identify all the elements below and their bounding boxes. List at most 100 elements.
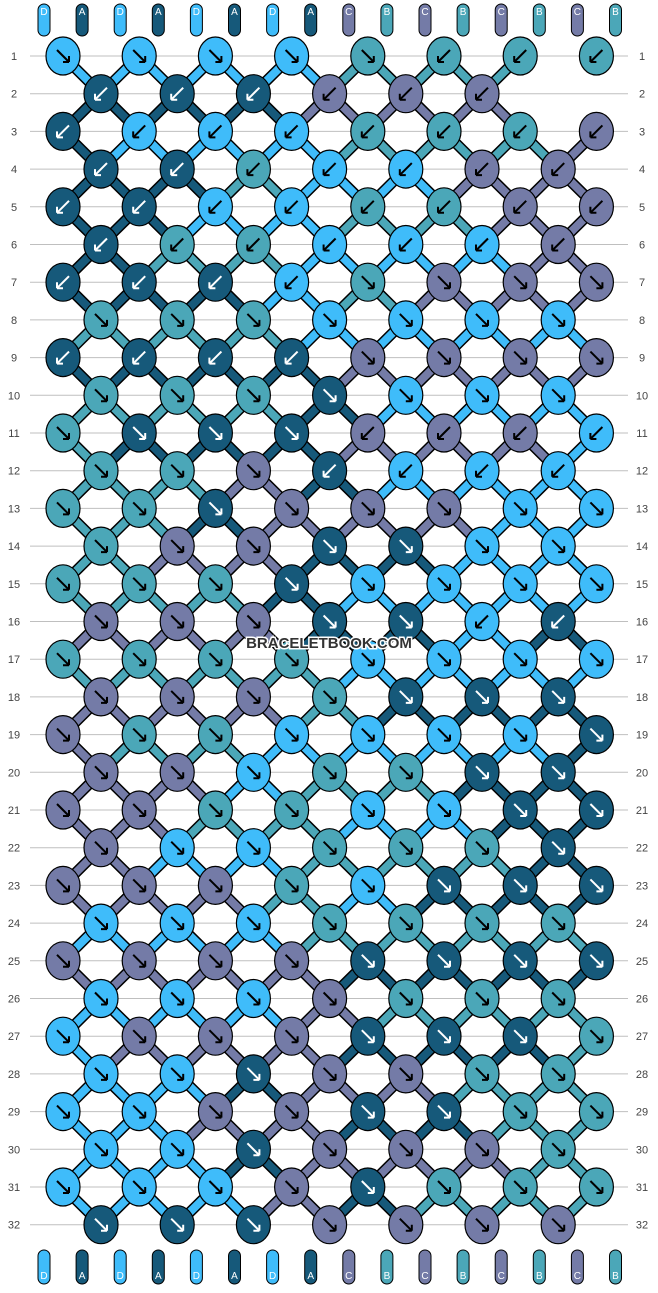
arrow-line [361, 1029, 375, 1043]
arrow-head [405, 395, 413, 403]
row-number-right: 4 [639, 164, 645, 176]
arrow-line [94, 916, 108, 930]
knot [464, 74, 500, 114]
strand-stub [75, 1249, 89, 1285]
arrow-head [360, 433, 368, 440]
knot [274, 413, 310, 453]
arrow-head [475, 93, 482, 101]
arrow-head [253, 923, 261, 931]
arrow-head [558, 847, 566, 855]
arrow-line [589, 501, 604, 516]
knot [540, 978, 576, 1019]
arrow-line [208, 577, 223, 591]
arrow-head [139, 56, 147, 63]
arrow-line [56, 426, 70, 440]
arrow-line [513, 501, 527, 516]
knot [274, 941, 310, 981]
knot [388, 601, 424, 642]
knot [578, 941, 615, 981]
arrow-head [253, 1073, 261, 1081]
row-number-left: 1 [11, 51, 17, 63]
arrow-head [322, 93, 330, 101]
arrow-head [291, 1187, 299, 1194]
arrow-line [246, 765, 261, 780]
strand-stub [380, 3, 394, 37]
knot [464, 1205, 500, 1245]
arrow-head [520, 810, 528, 817]
row-number-right: 1 [639, 51, 645, 63]
knot [540, 375, 576, 415]
arrow-line [551, 991, 565, 1006]
knot [121, 262, 157, 302]
arrow-line [132, 350, 146, 365]
knot [274, 1167, 310, 1207]
arrow-head [405, 621, 413, 629]
strand-label: A [307, 7, 314, 18]
arrow-line [589, 275, 604, 289]
knot [388, 300, 424, 340]
strand-stub [151, 3, 165, 37]
row-number-left: 11 [8, 428, 19, 440]
knot [83, 451, 119, 491]
arrow-line [284, 350, 299, 365]
knot [350, 1016, 386, 1056]
arrow-line [361, 501, 375, 516]
row-number-right: 11 [636, 428, 647, 440]
arrow-head [139, 734, 147, 742]
strand-label: D [117, 7, 124, 18]
arrow-line [551, 539, 565, 553]
knot [83, 978, 119, 1019]
arrow-head [215, 1036, 223, 1044]
arrow-line [551, 690, 565, 704]
arrow-head [596, 1187, 604, 1194]
arrow-line [589, 1104, 604, 1119]
arrow-line [551, 162, 565, 176]
knot [197, 111, 233, 151]
knot [502, 790, 538, 830]
arrow-line [170, 1217, 184, 1232]
row-number-left: 30 [8, 1144, 20, 1156]
arrow-head [405, 772, 413, 780]
row-number-left: 10 [8, 390, 20, 402]
knot [235, 752, 271, 792]
knot [464, 978, 500, 1019]
knot [197, 338, 233, 378]
strand-stub [494, 1249, 508, 1285]
knot [350, 36, 386, 76]
knot [235, 903, 271, 943]
knot [197, 564, 233, 604]
arrow-line [56, 803, 70, 817]
arrow-head [177, 319, 185, 327]
arrow-head [558, 1073, 566, 1081]
arrow-head [215, 885, 223, 893]
arrow-line [513, 1029, 527, 1043]
knot [350, 790, 386, 830]
arrow-line [513, 1104, 527, 1119]
row-number-left: 8 [11, 315, 17, 327]
arrow-head [291, 734, 299, 742]
arrow-head [558, 546, 566, 554]
knot [197, 1091, 233, 1132]
arrow-head [329, 847, 337, 855]
knot [121, 790, 157, 830]
strand-stub [342, 3, 356, 37]
arrow-head [94, 93, 101, 101]
arrow-line [246, 614, 261, 629]
strand-label: D [40, 1271, 47, 1282]
arrow-line [437, 1029, 451, 1043]
arrow-line [170, 237, 184, 252]
knot [235, 601, 271, 642]
arrow-line [246, 1142, 261, 1157]
arrow-head [215, 960, 223, 968]
arrow-head [177, 847, 185, 855]
arrow-line [94, 86, 108, 101]
arrow-line [513, 1180, 527, 1194]
arrow-head [551, 470, 559, 478]
arrow-head [329, 319, 337, 327]
knot [388, 903, 424, 943]
arrow-line [132, 124, 146, 139]
arrow-head [139, 508, 147, 516]
arrow-head [101, 319, 108, 327]
arrow-head [520, 508, 528, 516]
arrow-line [56, 350, 70, 365]
